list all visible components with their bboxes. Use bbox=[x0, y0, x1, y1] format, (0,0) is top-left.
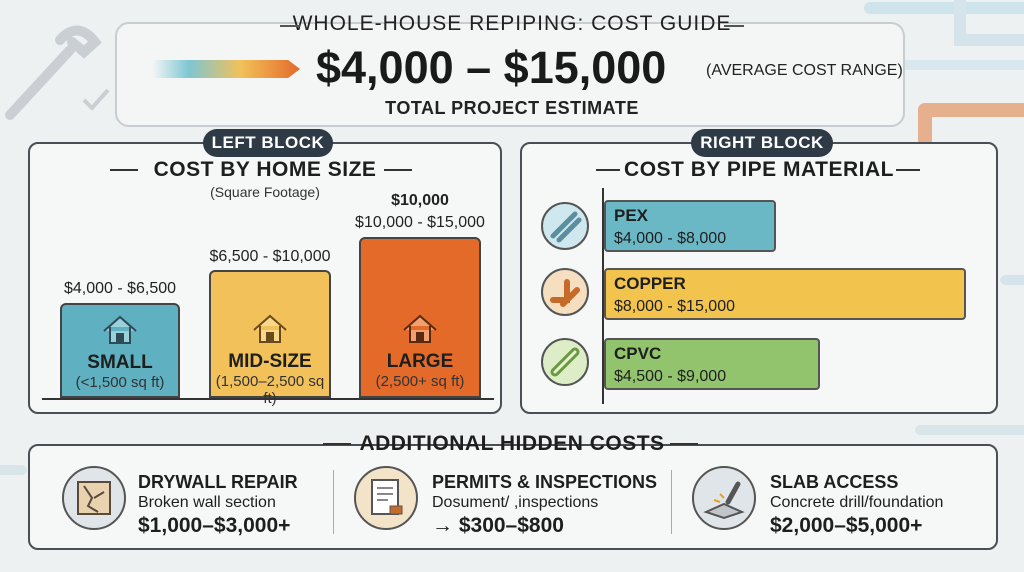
gradient-arrow bbox=[152, 60, 300, 78]
slab-value: $2,000–$5,000+ bbox=[770, 514, 923, 537]
bar-small-label: SMALL bbox=[87, 352, 153, 373]
document-stamp-icon bbox=[354, 466, 418, 530]
left-block-title: COST BY HOME SIZE bbox=[153, 158, 377, 181]
right-title-arrow-r bbox=[896, 169, 920, 171]
right-block-tag: RIGHT BLOCK bbox=[691, 129, 833, 157]
large-range-label: $10,000 - $15,000 bbox=[355, 214, 485, 231]
hidden-costs-title: ADDITIONAL HIDDEN COSTS bbox=[359, 432, 665, 455]
right-block-title: COST BY PIPE MATERIAL bbox=[624, 158, 894, 181]
hbar-pex-label: PEX bbox=[614, 206, 649, 225]
permits-value: → $300–$800 bbox=[432, 514, 564, 537]
title-arrow-left bbox=[280, 25, 300, 27]
broken-wall-icon bbox=[62, 466, 126, 530]
bar-mid-label: MID-SIZE bbox=[228, 351, 312, 372]
hbar-copper: COPPER $8,000 - $15,000 bbox=[604, 268, 966, 320]
copper-pipe-icon bbox=[541, 268, 589, 316]
permits-title: PERMITS & INSPECTIONS bbox=[432, 472, 658, 492]
hbar-copper-label: COPPER bbox=[614, 274, 686, 293]
bar-small-sub: (<1,500 sq ft) bbox=[75, 374, 165, 391]
left-block-tag: LEFT BLOCK bbox=[203, 129, 333, 157]
pex-pipe-icon bbox=[541, 202, 589, 250]
right-title-arrow-l bbox=[596, 169, 620, 171]
large-range-top-label: $10,000 bbox=[391, 192, 449, 209]
hbar-cpvc-range: $4,500 - $9,000 bbox=[614, 368, 727, 385]
wrench-icon bbox=[5, 25, 102, 120]
mid-range-label: $6,500 - $10,000 bbox=[209, 248, 331, 265]
page-title: WHOLE-HOUSE REPIPING: COST GUIDE bbox=[292, 12, 732, 35]
divider bbox=[333, 470, 334, 534]
bar-small: SMALL (<1,500 sq ft) bbox=[60, 303, 180, 398]
hbar-copper-range: $8,000 - $15,000 bbox=[614, 298, 735, 315]
divider bbox=[671, 470, 672, 534]
hidden-arrow-r bbox=[670, 443, 698, 445]
bar-mid-size: MID-SIZE (1,500–2,500 sq ft) bbox=[209, 270, 331, 407]
house-icon bbox=[103, 315, 137, 344]
drywall-value: $1,000–$3,000+ bbox=[138, 514, 291, 537]
hbar-cpvc-label: CPVC bbox=[614, 344, 662, 363]
drywall-title: DRYWALL REPAIR bbox=[138, 472, 298, 492]
bar-large: LARGE (2,500+ sq ft) bbox=[359, 237, 481, 398]
permits-desc: Dosument/ ,inspections bbox=[432, 494, 599, 511]
house-icon bbox=[403, 314, 437, 343]
bar-large-sub: (2,500+ sq ft) bbox=[375, 373, 465, 390]
bar-mid-sub: (1,500–2,500 sq ft) bbox=[215, 373, 325, 407]
hbar-cpvc: CPVC $4,500 - $9,000 bbox=[604, 338, 820, 390]
house-icon bbox=[253, 314, 287, 343]
right-axis-line bbox=[602, 188, 604, 404]
hbar-pex: PEX $4,000 - $8,000 bbox=[604, 200, 776, 252]
left-axis-line bbox=[42, 398, 494, 400]
total-cost-range: $4,000 – $15,000 bbox=[316, 42, 667, 93]
drywall-desc: Broken wall section bbox=[138, 494, 276, 511]
left-block-subtitle: (Square Footage) bbox=[210, 184, 320, 200]
hidden-costs-panel bbox=[28, 444, 998, 550]
left-title-arrow-r bbox=[384, 169, 412, 171]
slab-title: SLAB ACCESS bbox=[770, 472, 899, 492]
hbar-pex-range: $4,000 - $8,000 bbox=[614, 230, 727, 247]
cpvc-pipe-icon bbox=[541, 338, 589, 386]
title-arrow-right bbox=[724, 25, 744, 27]
hidden-arrow-l bbox=[323, 443, 351, 445]
slab-desc: Concrete drill/foundation bbox=[770, 494, 944, 511]
drill-slab-icon bbox=[692, 466, 756, 530]
left-title-arrow-l bbox=[110, 169, 138, 171]
bar-large-label: LARGE bbox=[386, 351, 454, 372]
small-range-label: $4,000 - $6,500 bbox=[63, 280, 177, 297]
range-note: (AVERAGE COST RANGE) bbox=[706, 62, 903, 79]
header-subtitle: TOTAL PROJECT ESTIMATE bbox=[385, 98, 639, 118]
